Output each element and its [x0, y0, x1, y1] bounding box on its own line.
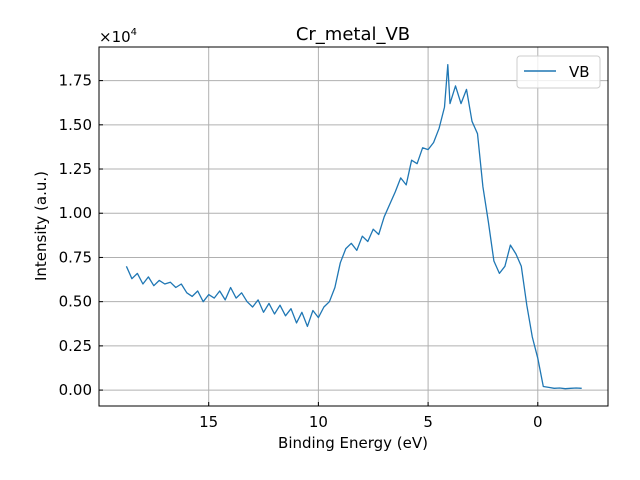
y-tick-label: 0.00 — [59, 381, 92, 399]
x-tick-label: 10 — [309, 413, 328, 431]
grid — [99, 47, 608, 406]
series-line-vb — [125, 64, 582, 390]
legend-box — [516, 55, 601, 89]
x-tick-label: 0 — [533, 413, 543, 431]
legend-label: VB — [569, 63, 590, 81]
y-tick-label: 1.25 — [59, 160, 92, 178]
y-tick-label: 0.50 — [59, 293, 92, 311]
legend: VB — [516, 55, 601, 89]
y-tick-label: 1.00 — [59, 204, 92, 222]
y-tick-label: 1.75 — [59, 72, 92, 90]
y-tick-label: 1.50 — [59, 116, 92, 134]
x-tick-label: 15 — [199, 413, 218, 431]
axes-frame — [98, 46, 609, 407]
x-axis-label: Binding Energy (eV) — [278, 434, 428, 452]
y-axis: 0.00 0.25 0.50 0.75 1.00 1.25 1.50 1.75 — [59, 72, 103, 399]
x-tick-label: 5 — [423, 413, 433, 431]
y-tick-label: 0.25 — [59, 337, 92, 355]
chart-title: Cr_metal_VB — [296, 24, 410, 45]
x-axis: 15 10 5 0 — [199, 402, 543, 431]
y-offset-text: ×104 — [99, 27, 137, 46]
y-tick-label: 0.75 — [59, 248, 92, 266]
y-axis-label: Intensity (a.u.) — [32, 171, 50, 281]
series-layer — [125, 64, 582, 390]
